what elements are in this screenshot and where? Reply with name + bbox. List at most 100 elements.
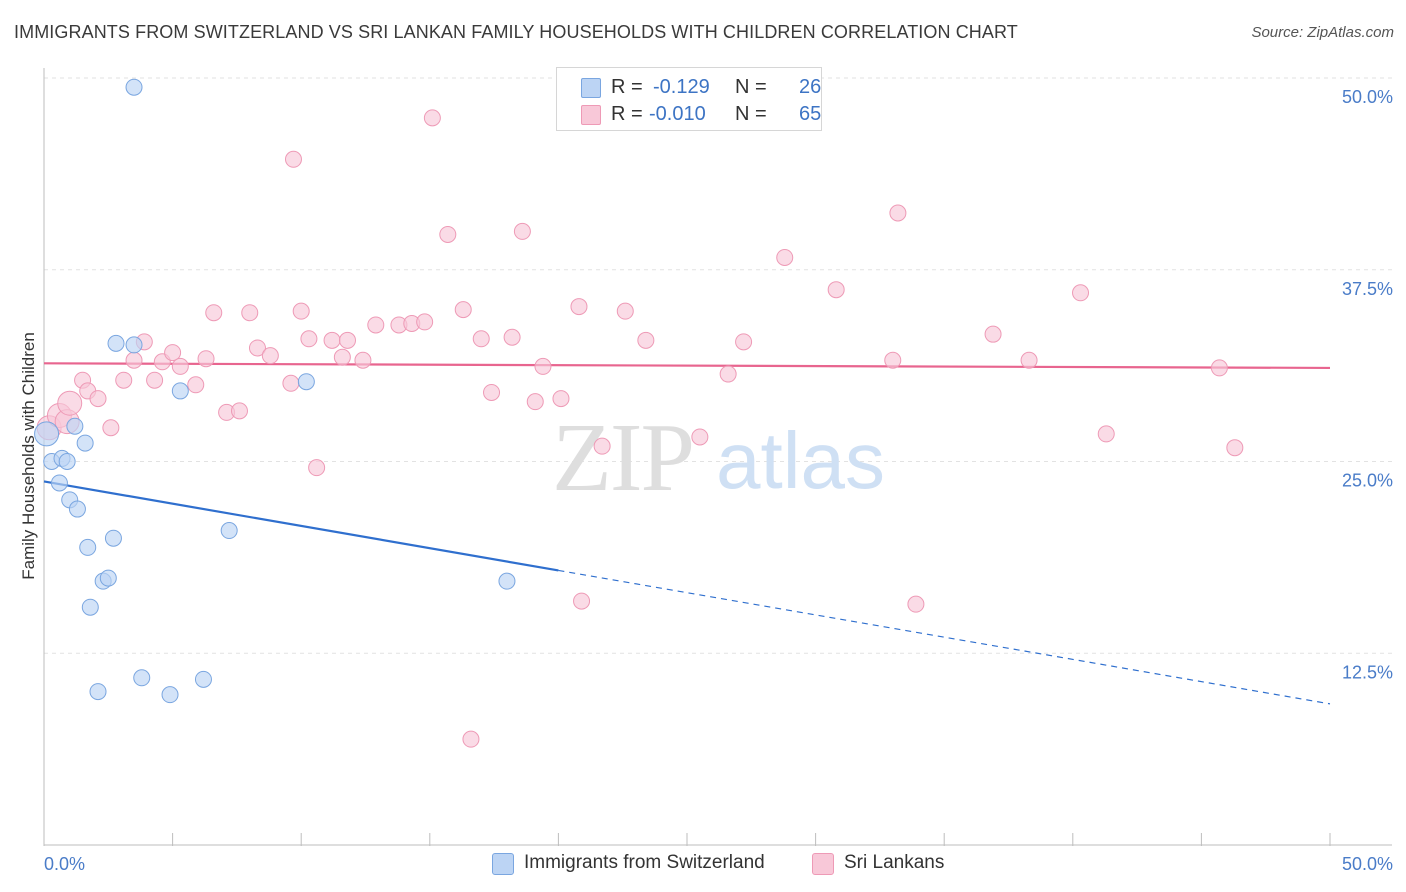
- point-sri-lankans: [205, 304, 223, 322]
- point-sri-lankans: [776, 248, 794, 266]
- y-tick-label: 50.0%: [1342, 87, 1393, 107]
- point-switzerland: [125, 78, 143, 96]
- point-sri-lankans: [146, 371, 164, 389]
- point-switzerland: [34, 421, 60, 447]
- point-switzerland: [79, 538, 97, 556]
- watermark: ZIP atlas: [552, 404, 885, 512]
- point-sri-lankans: [1097, 425, 1115, 443]
- point-sri-lankans: [338, 331, 356, 349]
- point-sri-lankans: [552, 390, 570, 408]
- point-sri-lankans: [282, 374, 300, 392]
- point-switzerland: [171, 382, 189, 400]
- point-switzerland: [220, 522, 238, 540]
- point-sri-lankans: [125, 351, 143, 369]
- point-switzerland: [161, 686, 179, 704]
- point-switzerland: [297, 373, 315, 391]
- y-axis-label: Family Households with Children: [19, 332, 38, 580]
- point-switzerland: [133, 669, 151, 687]
- point-sri-lankans: [472, 330, 490, 348]
- point-switzerland: [68, 500, 86, 518]
- legend-n-label: N =: [735, 76, 767, 98]
- trend-lines: [43, 362, 1331, 705]
- point-sri-lankans: [367, 316, 385, 334]
- x-tick-label-min: 0.0%: [44, 854, 85, 874]
- point-sri-lankans: [1226, 439, 1244, 457]
- point-switzerland: [498, 572, 516, 590]
- point-sri-lankans: [462, 730, 480, 748]
- point-sri-lankans: [454, 301, 472, 319]
- point-switzerland: [125, 336, 143, 354]
- legend-n-value: 26: [799, 76, 822, 98]
- trend-line-switzerland-extrapolated: [558, 569, 1331, 705]
- source-label: Source: ZipAtlas.com: [1251, 24, 1394, 41]
- point-sri-lankans: [416, 313, 434, 331]
- point-sri-lankans: [164, 344, 182, 362]
- legend-r-value: -0.010: [649, 103, 706, 125]
- point-switzerland: [99, 569, 117, 587]
- point-sri-lankans: [889, 204, 907, 222]
- point-sri-lankans: [884, 351, 902, 369]
- point-sri-lankans: [89, 390, 107, 408]
- point-sri-lankans: [300, 330, 318, 348]
- point-sri-lankans: [691, 428, 709, 446]
- bottom-legend-swatch-switzerland: [492, 853, 514, 875]
- point-sri-lankans: [308, 459, 326, 477]
- point-sri-lankans: [115, 371, 133, 389]
- point-sri-lankans: [827, 281, 845, 299]
- tick-labels: 12.5% 25.0% 37.5% 50.0% 0.0% 50.0%: [44, 87, 1393, 874]
- point-sri-lankans: [261, 347, 279, 365]
- legend-r-label: R =: [611, 76, 643, 98]
- point-sri-lankans: [197, 350, 215, 368]
- point-sri-lankans: [719, 365, 737, 383]
- bottom-legend-swatch-sri-lankans: [812, 853, 834, 875]
- point-switzerland: [66, 417, 84, 435]
- point-sri-lankans: [1210, 359, 1228, 377]
- point-sri-lankans: [534, 357, 552, 375]
- point-switzerland: [89, 683, 107, 701]
- point-sri-lankans: [439, 225, 457, 243]
- y-tick-label: 37.5%: [1342, 279, 1393, 299]
- point-sri-lankans: [513, 222, 531, 240]
- point-sri-lankans: [230, 402, 248, 420]
- point-sri-lankans: [187, 376, 205, 394]
- point-switzerland: [104, 529, 122, 547]
- watermark-atlas: atlas: [716, 416, 885, 505]
- point-switzerland: [76, 434, 94, 452]
- point-sri-lankans: [593, 437, 611, 455]
- trend-line-switzerland: [43, 480, 559, 572]
- point-sri-lankans: [323, 331, 341, 349]
- axes: [43, 68, 1392, 846]
- point-sri-lankans: [907, 595, 925, 613]
- point-sri-lankans: [984, 325, 1002, 343]
- point-sri-lankans: [284, 150, 302, 168]
- watermark-zip: ZIP: [552, 404, 693, 512]
- point-sri-lankans: [570, 298, 588, 316]
- point-sri-lankans: [503, 328, 521, 346]
- y-tick-label: 12.5%: [1342, 662, 1393, 682]
- legend-swatch-sri-lankans: [581, 105, 601, 125]
- trend-line-sri-lankans: [43, 362, 1331, 370]
- legend-n-value: 65: [799, 103, 822, 125]
- legend: R = -0.129 N = 26 R = -0.010 N = 65: [556, 67, 822, 131]
- legend-r-label: R =: [611, 103, 643, 125]
- point-sri-lankans: [57, 390, 83, 416]
- y-tick-label: 25.0%: [1342, 471, 1393, 491]
- bottom-legend-label-switzerland: Immigrants from Switzerland: [524, 852, 765, 873]
- point-sri-lankans: [573, 592, 591, 610]
- point-sri-lankans: [616, 302, 634, 320]
- legend-swatch-switzerland: [581, 78, 601, 98]
- point-sri-lankans: [292, 302, 310, 320]
- point-sri-lankans: [354, 351, 372, 369]
- point-switzerland: [81, 598, 99, 616]
- point-sri-lankans: [637, 331, 655, 349]
- point-sri-lankans: [423, 109, 441, 127]
- point-sri-lankans: [483, 383, 501, 401]
- x-tick-label-max: 50.0%: [1342, 854, 1393, 874]
- data-points: [34, 78, 1244, 748]
- point-sri-lankans: [333, 348, 351, 366]
- bottom-legend-label-sri-lankans: Sri Lankans: [844, 852, 945, 873]
- point-sri-lankans: [248, 339, 266, 357]
- point-sri-lankans: [1020, 351, 1038, 369]
- point-sri-lankans: [526, 393, 544, 411]
